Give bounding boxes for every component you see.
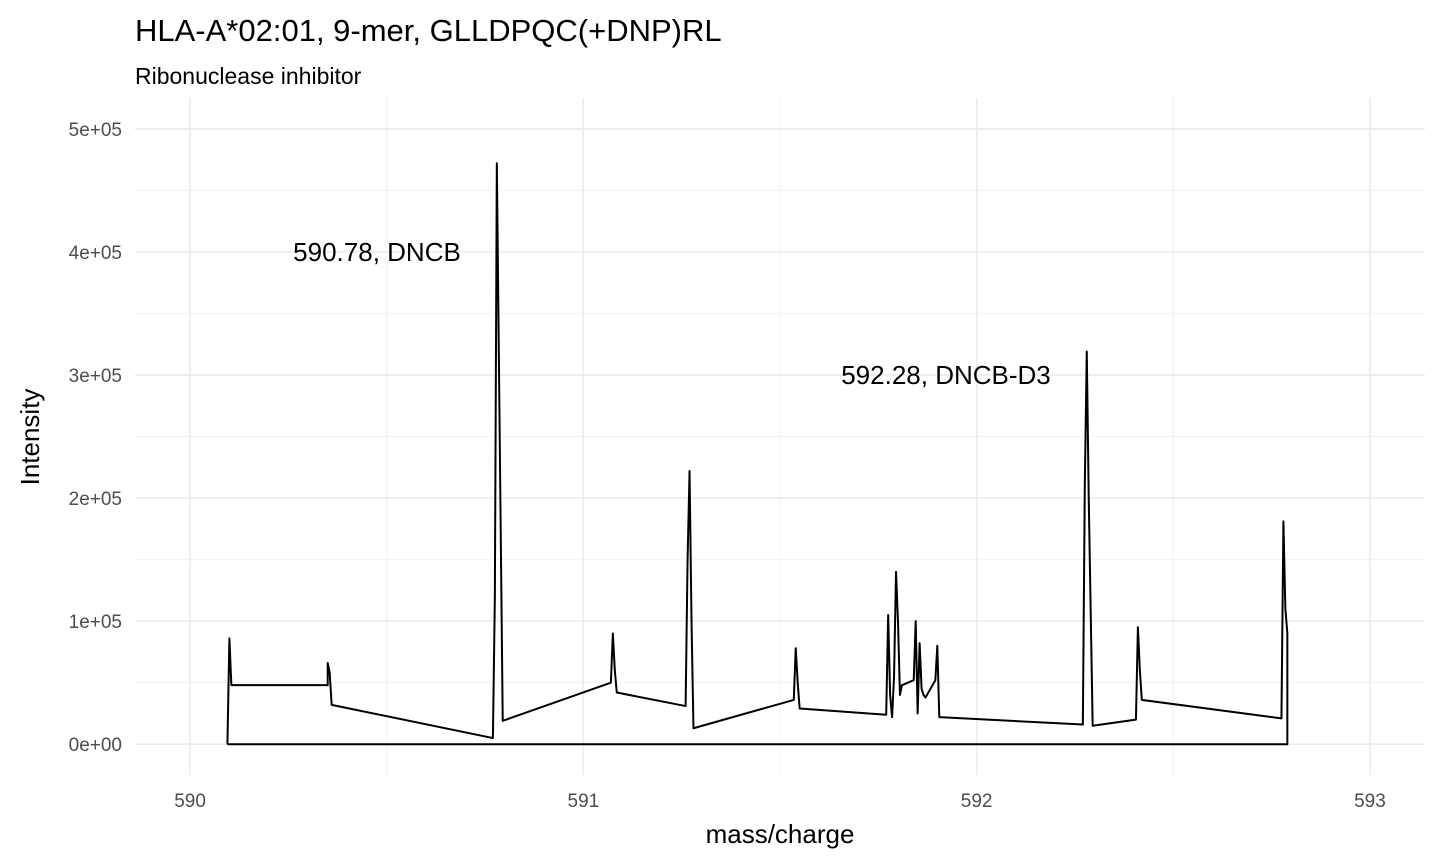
y-tick-label: 2e+05 [69, 489, 122, 510]
peak-annotation: 592.28, DNCB-D3 [841, 360, 1051, 390]
y-tick-label: 5e+05 [69, 120, 122, 141]
y-tick-label: 0e+00 [69, 735, 122, 756]
y-tick-label: 3e+05 [69, 366, 122, 387]
peak-annotation: 590.78, DNCB [293, 237, 461, 267]
chart-title: HLA-A*02:01, 9-mer, GLLDPQC(+DNP)RL [135, 13, 722, 48]
y-tick-label: 1e+05 [69, 612, 122, 633]
y-tick-label: 4e+05 [69, 243, 122, 264]
y-axis-label: Intensity [15, 389, 45, 486]
spectrum-line [226, 162, 1289, 746]
x-axis-label: mass/charge [706, 819, 855, 849]
annotations: 590.78, DNCB 592.28, DNCB-D3 [293, 237, 1051, 390]
tick-labels: 590 591 592 593 0e+00 1e+05 2e+05 3e+05 4e+05 5e+… [69, 120, 1386, 812]
x-tick-label: 591 [568, 791, 600, 812]
x-tick-label: 590 [174, 791, 206, 812]
chart-subtitle: Ribonuclease inhibitor [135, 63, 362, 89]
x-tick-label: 593 [1354, 791, 1386, 812]
x-tick-label: 592 [961, 791, 993, 812]
